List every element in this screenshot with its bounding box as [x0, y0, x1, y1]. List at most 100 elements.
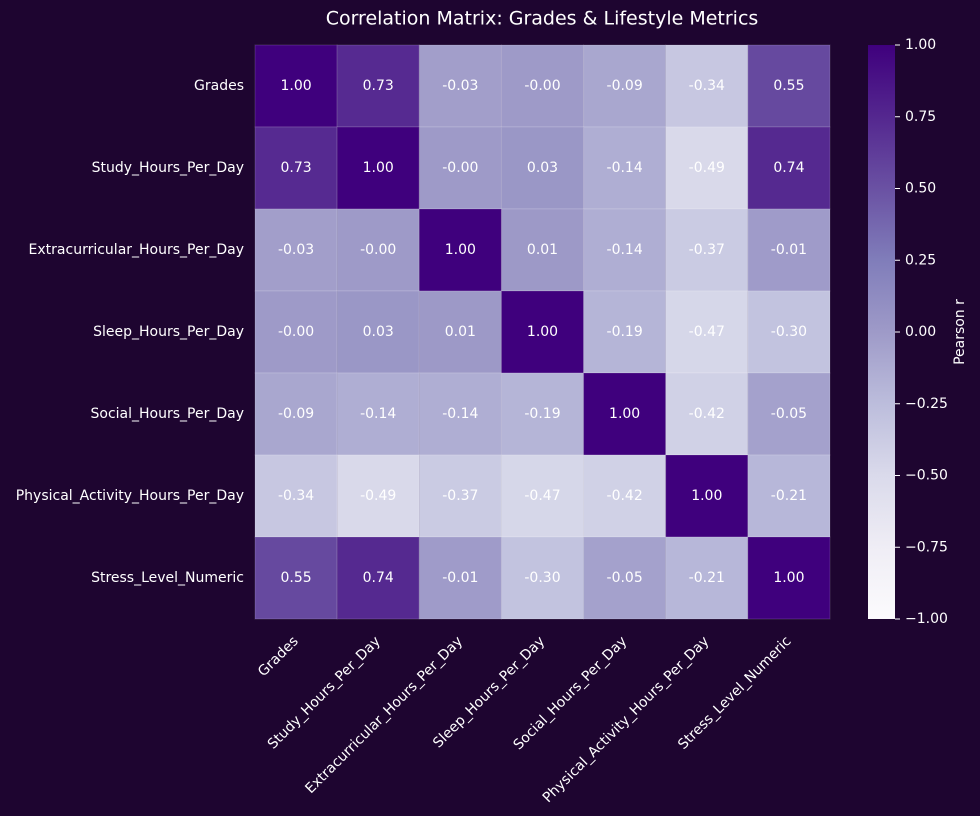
heatmap-cell — [747, 290, 831, 374]
chart-title: Correlation Matrix: Grades & Lifestyle M… — [326, 8, 759, 30]
heatmap-cell — [254, 44, 338, 128]
cell-label: -0.09 — [278, 406, 314, 422]
heatmap-cell — [336, 372, 420, 456]
cell-label: -0.30 — [524, 570, 560, 586]
heatmap-cell — [665, 536, 749, 620]
cell-label: -0.09 — [607, 78, 643, 94]
cell-label: -0.01 — [442, 570, 478, 586]
cell-label: -0.49 — [360, 488, 396, 504]
cell-label: -0.14 — [607, 242, 643, 258]
heatmap-cell — [747, 208, 831, 292]
cell-label: -0.00 — [524, 78, 560, 94]
cell-label: 0.55 — [773, 78, 804, 94]
colorbar-tick-label: −1.00 — [905, 611, 948, 627]
heatmap-cell — [336, 536, 420, 620]
y-tick-label: Study_Hours_Per_Day — [92, 160, 244, 176]
cell-label: -0.00 — [360, 242, 396, 258]
colorbar-tick-label: −0.50 — [905, 468, 948, 484]
heatmap-cell — [336, 44, 420, 128]
heatmap-cell — [583, 536, 667, 620]
heatmap-cell — [747, 44, 831, 128]
heatmap-cell — [336, 290, 420, 374]
colorbar-tick-label: 0.00 — [905, 324, 936, 340]
heatmap-cell — [418, 290, 502, 374]
cell-label: 1.00 — [527, 324, 558, 340]
cell-label: -0.05 — [607, 570, 643, 586]
cell-label: -0.14 — [360, 406, 396, 422]
y-tick-label: Stress_Level_Numeric — [91, 570, 244, 586]
y-tick-label: Sleep_Hours_Per_Day — [93, 324, 244, 340]
cell-label: -0.42 — [689, 406, 725, 422]
cell-label: 1.00 — [280, 78, 311, 94]
cell-label: 1.00 — [363, 160, 394, 176]
cell-label: -0.14 — [607, 160, 643, 176]
heatmap-cell — [500, 536, 585, 620]
heatmap-cell — [665, 126, 749, 210]
colorbar-tick-label: 0.75 — [905, 109, 936, 125]
colorbar-tick-label: −0.75 — [905, 539, 948, 555]
cell-label: -0.01 — [771, 242, 807, 258]
heatmap-cell — [336, 126, 420, 210]
y-tick-label: Grades — [194, 78, 244, 94]
heatmap-cell — [747, 372, 831, 456]
cell-label: -0.30 — [771, 324, 807, 340]
heatmap-cell — [254, 536, 338, 620]
heatmap-cell — [665, 454, 749, 538]
heatmap-cell — [500, 208, 585, 292]
heatmap-cell — [747, 126, 831, 210]
cell-label: 1.00 — [609, 406, 640, 422]
cell-label: 1.00 — [773, 570, 804, 586]
cell-label: -0.47 — [689, 324, 725, 340]
cell-label: 0.73 — [280, 160, 311, 176]
cell-label: 0.03 — [527, 160, 558, 176]
cell-label: -0.49 — [689, 160, 725, 176]
cell-label: 0.03 — [363, 324, 394, 340]
cell-label: -0.00 — [442, 160, 478, 176]
cell-label: 0.01 — [445, 324, 476, 340]
heatmap-cell — [747, 454, 831, 538]
cell-label: 0.73 — [363, 78, 394, 94]
y-tick-label: Extracurricular_Hours_Per_Day — [29, 242, 244, 258]
heatmap-cell — [418, 208, 502, 292]
colorbar-tick-label: 0.25 — [905, 252, 936, 268]
heatmap-cell — [665, 208, 749, 292]
heatmap-cell — [418, 454, 502, 538]
cell-label: -0.34 — [689, 78, 725, 94]
heatmap-cell — [747, 536, 831, 620]
cell-label: 0.55 — [280, 570, 311, 586]
heatmap-cell — [583, 290, 667, 374]
heatmap-cell — [418, 372, 502, 456]
cell-label: -0.21 — [771, 488, 807, 504]
heatmap-cell — [583, 208, 667, 292]
heatmap-cell — [583, 126, 667, 210]
colorbar-label: Pearson r — [952, 299, 968, 365]
heatmap-cell — [254, 290, 338, 374]
cell-label: 0.74 — [363, 570, 394, 586]
cell-label: -0.00 — [278, 324, 314, 340]
heatmap-cell — [254, 372, 338, 456]
cell-label: -0.21 — [689, 570, 725, 586]
colorbar-tick-label: −0.25 — [905, 396, 948, 412]
heatmap-cell — [418, 44, 502, 128]
heatmap-cell — [254, 454, 338, 538]
colorbar-tick-label: 1.00 — [905, 37, 936, 53]
cell-label: -0.14 — [442, 406, 478, 422]
heatmap-cell — [336, 208, 420, 292]
cell-label: -0.47 — [524, 488, 560, 504]
cell-label: -0.19 — [607, 324, 643, 340]
colorbar — [868, 45, 895, 619]
heatmap-cell — [254, 208, 338, 292]
cell-label: 0.74 — [773, 160, 804, 176]
cell-label: 1.00 — [445, 242, 476, 258]
cell-label: 1.00 — [691, 488, 722, 504]
heatmap-cell — [500, 454, 585, 538]
cell-label: -0.37 — [442, 488, 478, 504]
cell-label: -0.03 — [442, 78, 478, 94]
heatmap-cell — [254, 126, 338, 210]
cell-label: -0.03 — [278, 242, 314, 258]
cell-label: 0.01 — [527, 242, 558, 258]
heatmap-cell — [418, 126, 502, 210]
cell-label: -0.37 — [689, 242, 725, 258]
